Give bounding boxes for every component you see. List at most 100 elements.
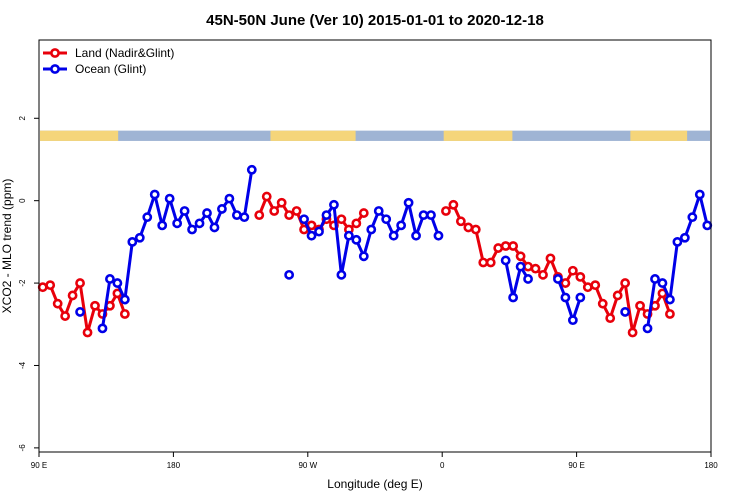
series-1-segment <box>504 258 515 299</box>
series-0-point <box>448 199 459 210</box>
series-1-point <box>75 307 85 317</box>
series-0-point <box>261 191 272 202</box>
series-1-point <box>224 193 235 204</box>
series-0-point <box>119 309 130 319</box>
series-1-point <box>388 230 399 241</box>
legend-swatch-marker <box>50 48 60 58</box>
series-1-point <box>642 323 653 334</box>
x-tick-label: 180 <box>704 461 718 470</box>
series-1-point <box>403 197 414 208</box>
series-1-point <box>553 274 563 284</box>
series-1-segment <box>242 168 254 219</box>
land-ocean-mask <box>40 130 710 141</box>
series-1-segment <box>123 240 134 302</box>
y-tick-label: -6 <box>18 444 27 452</box>
series-1-point <box>694 189 705 200</box>
series-0-point <box>441 206 451 216</box>
series-0-point <box>269 206 280 216</box>
series-0-point <box>530 263 541 274</box>
series-1-point <box>426 210 436 220</box>
y-tick-label: 0 <box>18 198 27 203</box>
series-0-segment <box>623 281 635 335</box>
series-0-point <box>67 290 78 301</box>
land-band-0 <box>40 130 119 141</box>
series-1-point <box>217 204 227 214</box>
series-0-point <box>37 282 48 293</box>
series-1-point <box>657 278 668 288</box>
series-1-point <box>329 199 339 210</box>
series-0-point <box>665 309 675 319</box>
series-1-point <box>97 323 108 334</box>
series-0-point <box>508 241 519 251</box>
series-1-point <box>134 232 145 243</box>
series-0-point <box>82 327 93 338</box>
series-1-point <box>500 255 511 266</box>
series-0-point <box>90 300 100 311</box>
series-1-point <box>105 274 115 284</box>
plot-frame <box>38 39 712 453</box>
ocean-band <box>40 130 710 141</box>
series-0-point <box>538 269 548 280</box>
series-1-point <box>179 206 190 216</box>
series-1-point <box>321 210 332 220</box>
series-0-point <box>455 216 466 227</box>
series-0-point <box>284 210 295 220</box>
series-1-point <box>231 210 242 220</box>
series-1-point <box>433 230 444 241</box>
series-0-point <box>463 222 474 233</box>
series-0-point <box>276 197 287 208</box>
series-1-point <box>523 274 533 284</box>
series-1-point <box>620 307 631 317</box>
series-0-segment <box>474 228 485 264</box>
series-1-point <box>650 274 660 284</box>
series-1-segment <box>646 277 657 330</box>
series-0-point <box>45 280 56 291</box>
series-1-point <box>336 269 347 280</box>
series-0-point <box>582 282 593 293</box>
series-1-point <box>396 220 407 231</box>
series-1-point <box>164 193 175 204</box>
series-1-segment <box>698 193 709 227</box>
series-1-point <box>702 220 713 231</box>
series-1-segment <box>339 234 351 277</box>
series-1-segment <box>332 203 343 277</box>
x-tick-label: 0 <box>440 461 445 470</box>
x-tick-label: 90 W <box>298 461 317 470</box>
series-1-point <box>665 294 675 305</box>
series-0-point <box>500 241 511 251</box>
legend: Land (Nadir&Glint) Ocean (Glint) <box>43 46 174 76</box>
series-1-point <box>351 234 362 245</box>
series-1-point <box>358 251 369 262</box>
series-1-segment <box>153 193 164 227</box>
series-1-segment <box>407 201 418 238</box>
series-0-point <box>493 243 504 253</box>
series-1-point <box>575 292 586 303</box>
x-tick-label: 180 <box>167 461 181 470</box>
x-axis-label: Longitude (deg E) <box>327 477 422 491</box>
series-0-point <box>612 290 623 301</box>
series-0-point <box>358 208 369 218</box>
series-0-point <box>75 278 85 288</box>
series-0-point <box>485 257 496 268</box>
series-0-point <box>523 261 533 272</box>
series-1-point <box>343 230 354 241</box>
series-0-point <box>567 265 578 276</box>
y-tick-label: 2 <box>18 116 27 121</box>
series-0-point <box>470 224 481 235</box>
series-0-point <box>351 218 362 229</box>
land-band-1 <box>270 130 356 141</box>
series-layer <box>37 164 713 338</box>
y-axis-label: XCO2 - MLO trend (ppm) <box>0 179 14 314</box>
land-band-2 <box>443 130 513 141</box>
land-band-3 <box>630 130 688 141</box>
series-0-point <box>560 278 571 288</box>
x-axis: 90 E 180 90 W 0 90 E 180 <box>31 452 718 470</box>
series-1-point <box>687 212 698 223</box>
series-1-point <box>194 218 205 229</box>
series-1-point <box>366 224 377 235</box>
x-tick-label: 90 E <box>568 461 584 470</box>
series-1-point <box>127 236 138 247</box>
series-0-point <box>575 271 586 282</box>
x-tick-label: 90 E <box>31 461 47 470</box>
series-0-point <box>336 214 347 225</box>
